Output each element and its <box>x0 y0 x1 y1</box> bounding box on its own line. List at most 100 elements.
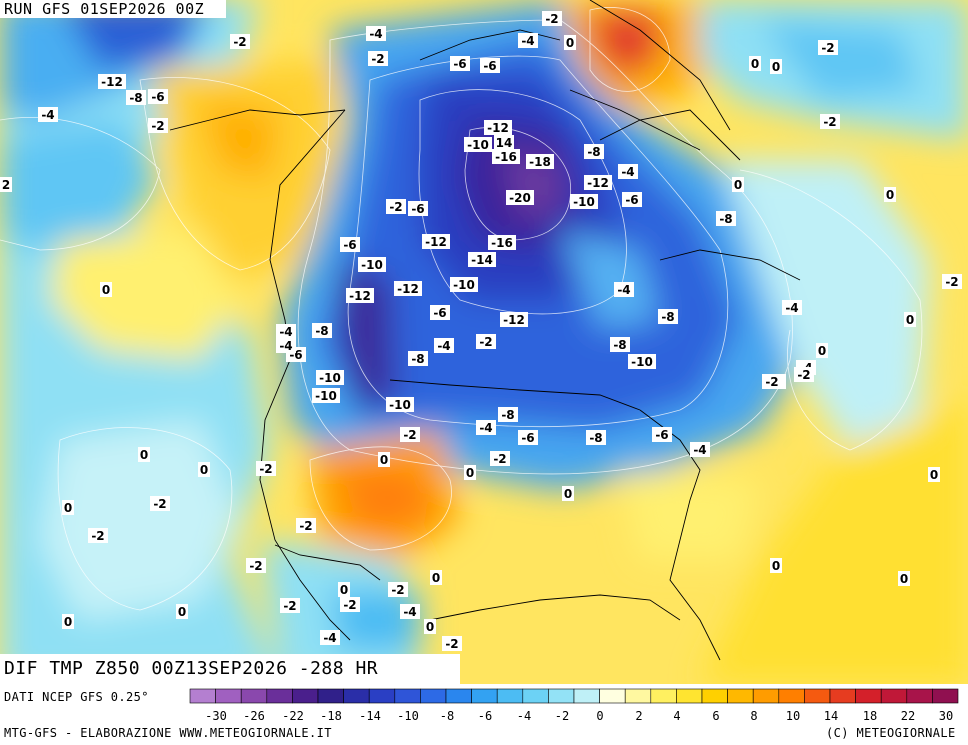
isotherm-label: 0 <box>732 177 744 192</box>
isotherm-label: -8 <box>658 309 678 324</box>
svg-text:-4: -4 <box>403 605 416 619</box>
isotherm-label: -4 <box>400 604 420 619</box>
isotherm-label: -6 <box>340 237 360 252</box>
svg-text:0: 0 <box>380 453 388 467</box>
svg-text:-2: -2 <box>945 275 958 289</box>
map-title: DIF TMP Z850 00Z13SEP2026 -288 HR <box>0 654 460 684</box>
isotherm-label: -20 <box>506 190 534 205</box>
legend-swatch <box>266 688 293 704</box>
isotherm-label: 0 <box>424 619 436 634</box>
copyright-label: (C) METEOGIORNALE <box>826 726 956 740</box>
legend-swatch <box>189 688 216 704</box>
isotherm-label: -8 <box>716 211 736 226</box>
legend-tick-label: 30 <box>939 709 953 723</box>
isotherm-label: -2 <box>942 274 962 289</box>
isotherm-labels: -2-4-2 0-4-2 -6 -6 0 0-2-12-4-8 -6-2 -12-10 14-1… <box>0 11 962 651</box>
legend-swatch <box>292 688 319 704</box>
svg-text:-12: -12 <box>503 313 525 327</box>
svg-text:-8: -8 <box>589 431 602 445</box>
isotherm-label: -2 <box>490 451 510 466</box>
svg-text:-2: -2 <box>283 599 296 613</box>
legend-swatch <box>496 688 524 704</box>
isotherm-label: -12 <box>584 175 612 190</box>
svg-text:0: 0 <box>432 571 440 585</box>
isotherm-label: -2 <box>794 367 814 382</box>
legend-swatch <box>701 688 728 704</box>
svg-text:0: 0 <box>900 572 908 586</box>
legend-swatch <box>752 688 780 704</box>
isotherm-label: -2 <box>88 528 108 543</box>
legend-swatch <box>804 688 831 704</box>
isotherm-label: 0 <box>464 465 476 480</box>
svg-text:-2: -2 <box>299 519 312 533</box>
isotherm-label: -2 <box>820 114 840 129</box>
legend-tick-label: 2 <box>635 709 642 723</box>
isotherm-label: -4 <box>518 33 538 48</box>
svg-text:0: 0 <box>64 615 72 629</box>
svg-text:-2: -2 <box>343 598 356 612</box>
svg-text:-12: -12 <box>587 176 609 190</box>
legend-tick-label: 14 <box>824 709 838 723</box>
svg-text:-8: -8 <box>315 324 328 338</box>
legend-tick-label: -8 <box>440 709 454 723</box>
isotherm-label: -4 <box>276 338 296 353</box>
svg-text:-8: -8 <box>129 91 142 105</box>
isotherm-label: -12 <box>500 312 528 327</box>
svg-text:0: 0 <box>930 468 938 482</box>
svg-text:-4: -4 <box>479 421 492 435</box>
legend-tick-label: -14 <box>359 709 381 723</box>
isotherm-label: 2 <box>0 177 12 192</box>
svg-text:-12: -12 <box>425 235 447 249</box>
svg-text:-2: -2 <box>445 637 458 651</box>
isotherm-label: 0 <box>198 462 210 477</box>
svg-text:-2: -2 <box>371 52 384 66</box>
isotherm-label: -2 <box>542 11 562 26</box>
legend-tick-label: 18 <box>863 709 877 723</box>
isotherm-label: -2 <box>246 558 266 573</box>
isotherm-label: -2 <box>256 461 276 476</box>
legend-tick-label: -6 <box>478 709 492 723</box>
legend-swatch <box>880 688 908 704</box>
legend-tick-label: -4 <box>517 709 531 723</box>
legend-swatch <box>650 688 677 704</box>
isotherm-label: -4 <box>276 324 296 339</box>
isotherm-label: -10 <box>386 397 414 412</box>
legend-swatch <box>420 688 447 704</box>
legend-tick-label: -22 <box>282 709 304 723</box>
svg-text:-6: -6 <box>453 57 466 71</box>
isotherm-label: -2 <box>388 582 408 597</box>
svg-text:-12: -12 <box>397 282 419 296</box>
svg-text:-16: -16 <box>491 236 513 250</box>
isotherm-label: 0 <box>62 614 74 629</box>
isotherm-label: -12 <box>422 234 450 249</box>
legend-swatch <box>368 688 396 704</box>
isotherm-label: 0 <box>176 604 188 619</box>
svg-text:-2: -2 <box>153 497 166 511</box>
svg-text:-4: -4 <box>693 443 706 457</box>
isotherm-label: 0 <box>564 35 576 50</box>
isotherm-label: -2 <box>818 40 838 55</box>
isotherm-label: -2 <box>148 118 168 133</box>
svg-text:-8: -8 <box>411 352 424 366</box>
svg-text:-16: -16 <box>495 150 517 164</box>
footer: DATI NCEP GFS 0.25° MTG-GFS - ELABORAZIO… <box>0 684 968 745</box>
isotherm-label: -2 <box>368 51 388 66</box>
isotherm-label: 0 <box>749 56 761 71</box>
svg-text:-8: -8 <box>613 338 626 352</box>
isotherm-label: -2 <box>762 374 782 389</box>
isotherm-label: -6 <box>430 305 450 320</box>
isotherm-label: -4 <box>476 420 496 435</box>
svg-text:-2: -2 <box>151 119 164 133</box>
isotherm-label: -10 <box>570 194 598 209</box>
svg-text:0: 0 <box>426 620 434 634</box>
isotherm-label: -6 <box>450 56 470 71</box>
isotherm-label: -2 <box>340 597 360 612</box>
svg-text:0: 0 <box>178 605 186 619</box>
isotherm-label: -14 <box>468 252 496 267</box>
svg-text:-2: -2 <box>249 559 262 573</box>
legend-tick-label: 4 <box>673 709 680 723</box>
svg-text:0: 0 <box>64 501 72 515</box>
isotherm-label: -4 <box>614 282 634 297</box>
svg-text:-2: -2 <box>545 12 558 26</box>
svg-text:-6: -6 <box>625 193 638 207</box>
